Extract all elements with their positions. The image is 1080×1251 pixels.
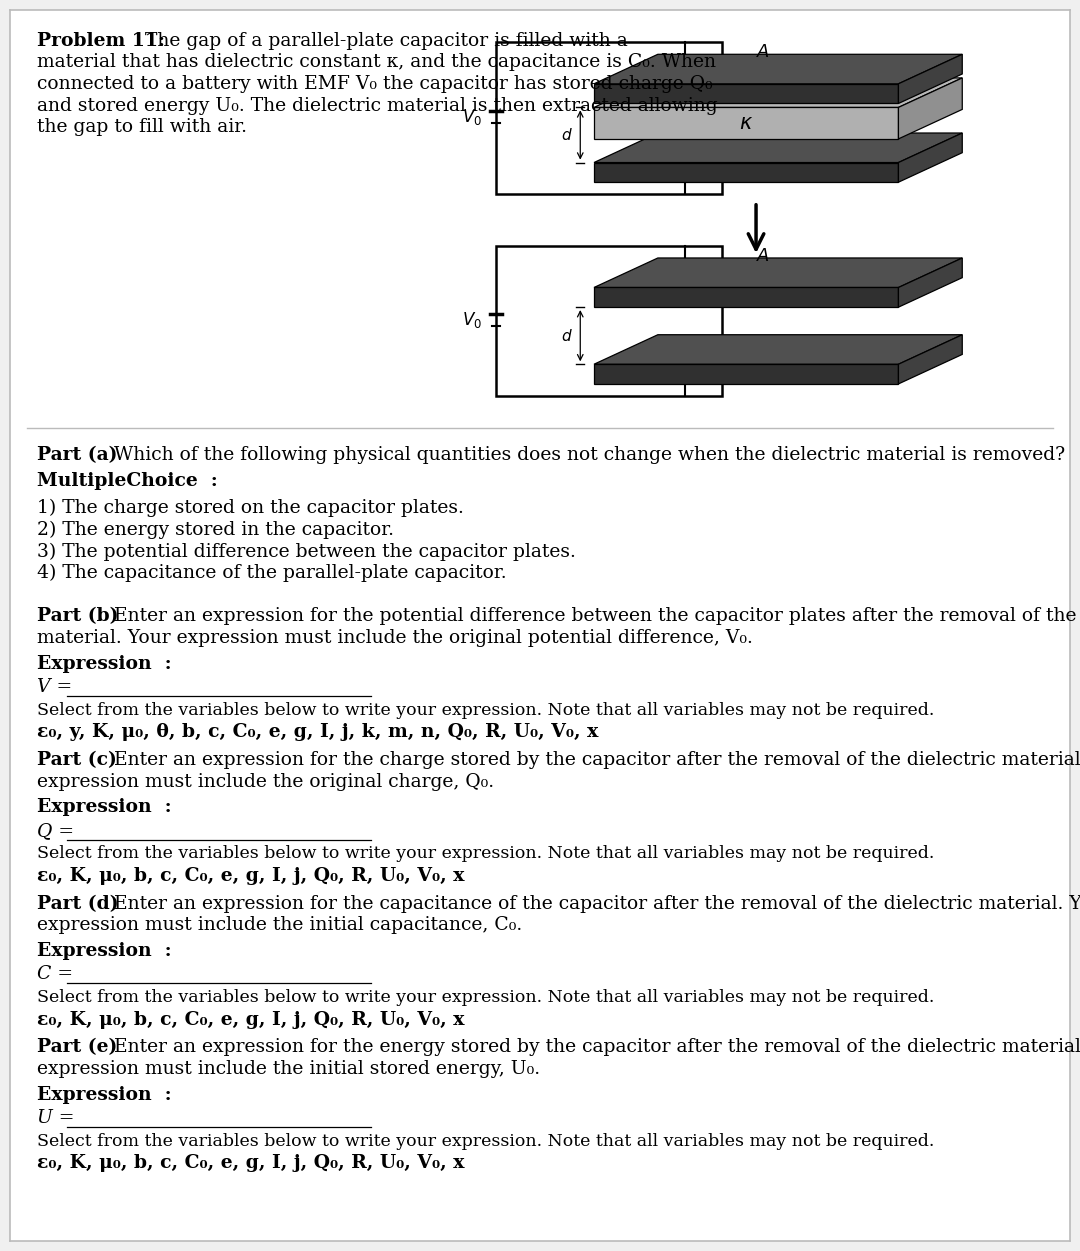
Text: material that has dielectric constant κ, and the capacitance is C₀. When: material that has dielectric constant κ,…	[37, 54, 716, 71]
Text: the gap to fill with air.: the gap to fill with air.	[37, 119, 247, 136]
Polygon shape	[594, 258, 962, 288]
Text: $\kappa$: $\kappa$	[739, 114, 754, 133]
Text: material. Your expression must include the original potential difference, V₀.: material. Your expression must include t…	[37, 629, 753, 647]
Text: connected to a battery with EMF V₀ the capacitor has stored charge Q₀: connected to a battery with EMF V₀ the c…	[37, 75, 713, 93]
Text: Part (a): Part (a)	[37, 445, 118, 464]
Text: expression must include the initial stored energy, U₀.: expression must include the initial stor…	[37, 1060, 540, 1078]
Text: Enter an expression for the capacitance of the capacitor after the removal of th: Enter an expression for the capacitance …	[108, 894, 1080, 913]
Text: Enter an expression for the potential difference between the capacitor plates af: Enter an expression for the potential di…	[108, 607, 1080, 626]
Text: MultipleChoice  :: MultipleChoice :	[37, 472, 218, 489]
Text: Which of the following physical quantities does not change when the dielectric m: Which of the following physical quantiti…	[108, 445, 1065, 464]
Text: Select from the variables below to write your expression. Note that all variable: Select from the variables below to write…	[37, 702, 934, 719]
Text: $d$: $d$	[561, 328, 572, 344]
Text: and stored energy U₀. The dielectric material is then extracted allowing: and stored energy U₀. The dielectric mat…	[37, 96, 718, 115]
Text: Enter an expression for the energy stored by the capacitor after the removal of : Enter an expression for the energy store…	[108, 1038, 1080, 1056]
Polygon shape	[899, 258, 962, 308]
Text: Part (e): Part (e)	[37, 1038, 118, 1056]
Text: Part (b): Part (b)	[37, 607, 119, 626]
Text: Q =: Q =	[37, 822, 75, 839]
Text: Select from the variables below to write your expression. Note that all variable: Select from the variables below to write…	[37, 846, 934, 862]
Text: Select from the variables below to write your expression. Note that all variable: Select from the variables below to write…	[37, 1132, 934, 1150]
Text: 1) The charge stored on the capacitor plates.: 1) The charge stored on the capacitor pl…	[37, 499, 464, 518]
Text: ε₀, y, K, μ₀, θ, b, c, C₀, e, g, I, j, k, m, n, Q₀, R, U₀, V₀, x: ε₀, y, K, μ₀, θ, b, c, C₀, e, g, I, j, k…	[37, 723, 598, 742]
Text: The gap of a parallel-plate capacitor is filled with a: The gap of a parallel-plate capacitor is…	[134, 31, 629, 50]
Text: $A$: $A$	[756, 246, 770, 265]
Text: $V_0$: $V_0$	[462, 310, 482, 330]
Text: Expression  :: Expression :	[37, 654, 172, 673]
Polygon shape	[594, 108, 899, 139]
Text: expression must include the original charge, Q₀.: expression must include the original cha…	[37, 773, 495, 791]
Polygon shape	[899, 335, 962, 384]
Text: Problem 11:: Problem 11:	[37, 31, 165, 50]
Polygon shape	[594, 78, 962, 108]
Text: ε₀, K, μ₀, b, c, C₀, e, g, I, j, Q₀, R, U₀, V₀, x: ε₀, K, μ₀, b, c, C₀, e, g, I, j, Q₀, R, …	[37, 867, 464, 884]
Text: 4) The capacitance of the parallel-plate capacitor.: 4) The capacitance of the parallel-plate…	[37, 564, 507, 582]
Text: ε₀, K, μ₀, b, c, C₀, e, g, I, j, Q₀, R, U₀, V₀, x: ε₀, K, μ₀, b, c, C₀, e, g, I, j, Q₀, R, …	[37, 1155, 464, 1172]
Polygon shape	[594, 288, 899, 308]
Text: 2) The energy stored in the capacitor.: 2) The energy stored in the capacitor.	[37, 520, 394, 539]
Polygon shape	[594, 364, 899, 384]
Text: Expression  :: Expression :	[37, 798, 172, 816]
Text: Part (d): Part (d)	[37, 894, 119, 913]
Text: $A$: $A$	[756, 44, 770, 61]
Bar	[496, 246, 721, 395]
Text: 3) The potential difference between the capacitor plates.: 3) The potential difference between the …	[37, 543, 576, 560]
Text: $V_0$: $V_0$	[462, 108, 482, 128]
Text: Expression  :: Expression :	[37, 1086, 172, 1103]
Text: V =: V =	[37, 678, 72, 696]
Polygon shape	[594, 84, 899, 104]
Polygon shape	[594, 133, 962, 163]
Polygon shape	[899, 133, 962, 183]
Text: Enter an expression for the charge stored by the capacitor after the removal of : Enter an expression for the charge store…	[108, 751, 1080, 769]
Polygon shape	[594, 163, 899, 183]
Text: Expression  :: Expression :	[37, 942, 172, 960]
Bar	[496, 43, 721, 194]
Text: expression must include the initial capacitance, C₀.: expression must include the initial capa…	[37, 916, 523, 934]
Text: ε₀, K, μ₀, b, c, C₀, e, g, I, j, Q₀, R, U₀, V₀, x: ε₀, K, μ₀, b, c, C₀, e, g, I, j, Q₀, R, …	[37, 1011, 464, 1028]
Text: Part (c): Part (c)	[37, 751, 117, 769]
Polygon shape	[594, 335, 962, 364]
Text: Select from the variables below to write your expression. Note that all variable: Select from the variables below to write…	[37, 990, 934, 1006]
Polygon shape	[899, 54, 962, 104]
Polygon shape	[594, 54, 962, 84]
Text: $d$: $d$	[561, 126, 572, 143]
Text: U =: U =	[37, 1110, 75, 1127]
Text: C =: C =	[37, 966, 73, 983]
Polygon shape	[899, 78, 962, 139]
